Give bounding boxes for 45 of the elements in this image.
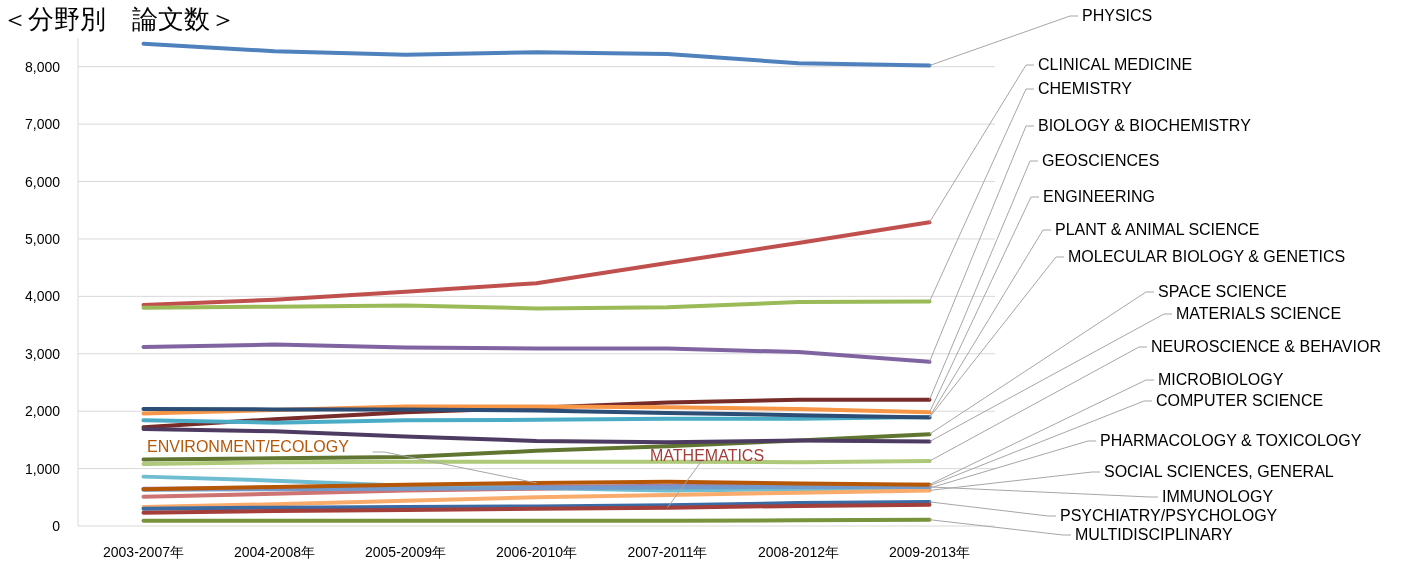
line-series xyxy=(141,299,932,311)
text: PHARMACOLOGY & TOXICOLOGY xyxy=(1100,432,1362,449)
text: IMMUNOLOGY xyxy=(1162,488,1274,505)
x-tick-label: 2004-2008年 xyxy=(234,544,315,560)
text: ENGINEERING xyxy=(1043,188,1156,205)
text: MATERIALS SCIENCE xyxy=(1176,305,1342,322)
line-series xyxy=(141,220,932,307)
y-tick-label: 1,000 xyxy=(24,460,61,477)
y-tick-label: 8,000 xyxy=(24,58,61,75)
x-tick-label: 2006-2010年 xyxy=(496,544,577,560)
line-series xyxy=(141,502,932,515)
x-tick-label: 2008-2012年 xyxy=(758,544,839,560)
text: PLANT & ANIMAL SCIENCE xyxy=(1055,221,1260,238)
y-tick-label: 0 xyxy=(52,518,61,534)
text: PSYCHIATRY/PSYCHOLOGY xyxy=(1060,507,1278,524)
text: MOLECULAR BIOLOGY & GENETICS xyxy=(1068,248,1346,265)
text: SPACE SCIENCE xyxy=(1158,283,1287,300)
line-series xyxy=(141,499,932,511)
line-series xyxy=(141,342,932,364)
series-label: ENVIRONMENT/ECOLOGY xyxy=(147,438,350,455)
text: BIOLOGY & BIOCHEMISTRY xyxy=(1038,117,1252,134)
y-tick-label: 2,000 xyxy=(24,403,61,420)
text: COMPUTER SCIENCE xyxy=(1156,392,1324,409)
text: SOCIAL SCIENCES, GENERAL xyxy=(1104,463,1334,480)
text: PHYSICS xyxy=(1082,7,1153,24)
text: NEUROSCIENCE & BEHAVIOR xyxy=(1151,338,1381,355)
text: MULTIDISCIPLINARY xyxy=(1075,526,1233,543)
x-tick-label: 2009-2013年 xyxy=(889,544,970,560)
y-tick-label: 5,000 xyxy=(24,230,61,247)
text: GEOSCIENCES xyxy=(1042,152,1160,169)
line-series xyxy=(141,406,932,420)
y-tick-label: 3,000 xyxy=(24,345,61,362)
text: CHEMISTRY xyxy=(1038,80,1133,97)
text: CLINICAL MEDICINE xyxy=(1038,56,1193,73)
line-series xyxy=(141,488,932,510)
text: MATHEMATICS xyxy=(650,447,765,464)
x-tick-label: 2003-2007年 xyxy=(103,544,184,560)
text: MICROBIOLOGY xyxy=(1158,371,1284,388)
x-tick-label: 2005-2009年 xyxy=(365,544,446,560)
y-tick-label: 6,000 xyxy=(24,173,61,190)
y-tick-label: 7,000 xyxy=(24,116,61,133)
line-series xyxy=(141,41,932,68)
x-tick-label: 2007-2011年 xyxy=(627,544,708,560)
y-tick-label: 4,000 xyxy=(24,288,61,305)
chart-title: ＜分野別 論文数＞ xyxy=(2,4,236,34)
